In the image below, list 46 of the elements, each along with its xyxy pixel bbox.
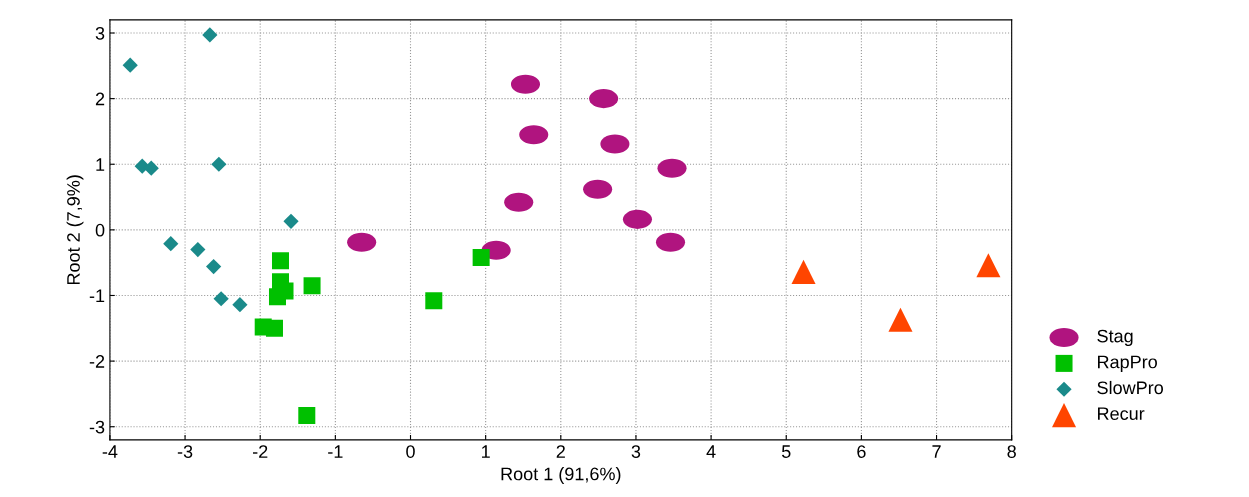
point: [163, 236, 179, 252]
point: [976, 253, 1001, 278]
y-tick-label: -2: [89, 355, 105, 368]
point: [213, 291, 229, 307]
point: [271, 252, 289, 270]
x-tick-label: 4: [706, 445, 716, 458]
x-tick-label: -3: [177, 445, 193, 458]
x-tick-label: 2: [556, 445, 565, 458]
x-tick-label: 0: [406, 445, 415, 458]
x-tick-label: 5: [781, 445, 791, 458]
x-tick-label: -1: [328, 445, 343, 458]
x-tick-label: 6: [857, 445, 866, 458]
legend-label: Recur: [1098, 407, 1145, 421]
y-tick-label: 2: [95, 92, 105, 106]
x-tick-label: 1: [482, 445, 490, 458]
legend-label: RapPro: [1098, 355, 1157, 372]
point: [202, 27, 218, 43]
point: [268, 288, 286, 306]
x-tick-label: -2: [252, 445, 268, 458]
x-axis-title: Root 1 (91,6%): [501, 467, 621, 484]
point: [283, 213, 299, 229]
x-tick-label: 3: [631, 445, 641, 458]
x-tick-label: -4: [102, 445, 118, 458]
y-tick-label: -3: [89, 420, 105, 434]
point: [265, 319, 283, 337]
point: [888, 307, 913, 332]
legend-label: SlowPro: [1097, 380, 1164, 395]
y-tick-label: 1: [96, 158, 105, 171]
point: [303, 277, 321, 295]
y-tick-label: 3: [95, 26, 105, 40]
point: [206, 259, 222, 275]
point: [232, 297, 248, 313]
x-tick-label: 8: [1007, 445, 1016, 458]
y-tick-label: -1: [89, 289, 105, 303]
point: [298, 407, 316, 425]
point: [472, 248, 490, 266]
point: [122, 57, 138, 73]
legend-label: Stag: [1097, 329, 1133, 347]
point: [791, 259, 816, 284]
y-tick-label: 0: [95, 223, 105, 237]
x-tick-label: 7: [932, 445, 941, 458]
point: [143, 160, 159, 176]
point: [425, 292, 443, 310]
y-axis-title: Root 2 (7,9%): [66, 175, 84, 285]
point: [211, 156, 227, 172]
point: [190, 241, 206, 258]
